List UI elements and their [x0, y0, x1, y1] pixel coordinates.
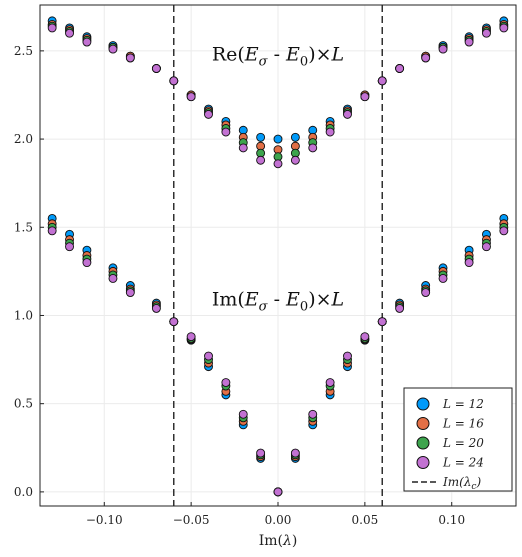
point-real: [108, 44, 118, 54]
point-real: [125, 53, 135, 63]
point-imag: [290, 448, 300, 458]
y-tick-label: 2.0: [14, 132, 33, 146]
point-imag: [108, 273, 118, 283]
point-imag: [238, 409, 248, 419]
point-real: [186, 92, 196, 102]
x-tick-label: 0.00: [265, 513, 292, 527]
legend-marker: [416, 417, 430, 430]
point-imag: [47, 226, 57, 236]
point-real: [221, 127, 231, 137]
legend-marker: [416, 397, 430, 411]
point-imag: [204, 351, 213, 361]
x-axis-label: Im(λ): [259, 533, 298, 549]
point-imag: [273, 487, 283, 497]
point-imag: [169, 317, 179, 327]
point-imag: [308, 409, 318, 419]
legend-label: L = 20: [442, 436, 484, 450]
point-imag: [395, 303, 405, 313]
legend: L = 12 L = 16 L = 20 L = 24 Im(λc): [403, 387, 513, 492]
point-real: [464, 37, 474, 47]
x-tick-label: 0.10: [438, 513, 465, 527]
point-real: [65, 28, 74, 38]
point-imag: [377, 317, 387, 327]
point-imag: [421, 288, 431, 297]
point-imag: [256, 448, 266, 458]
y-tick-label: 1.5: [14, 220, 33, 234]
point-imag: [221, 378, 231, 387]
point-real: [273, 134, 283, 144]
point-real: [273, 159, 283, 169]
annotation-real-part: Re(Eσ - E0)×L: [212, 43, 344, 69]
point-real: [256, 155, 266, 165]
point-imag: [343, 351, 352, 361]
x-tick-label: −0.05: [173, 513, 210, 527]
y-tick-label: 0.5: [14, 397, 33, 411]
legend-marker: [416, 436, 430, 450]
point-real: [47, 23, 57, 33]
legend-label-critical: Im(λc): [442, 475, 481, 492]
point-imag: [360, 332, 370, 342]
point-real: [499, 23, 509, 33]
point-real: [256, 132, 266, 142]
point-imag: [82, 258, 92, 268]
point-imag: [464, 258, 474, 268]
point-real: [151, 64, 161, 73]
critical-lines: [173, 5, 383, 506]
point-real: [360, 92, 370, 102]
point-imag: [125, 288, 135, 297]
point-real: [395, 64, 405, 73]
point-real: [204, 109, 213, 119]
point-real: [343, 109, 352, 119]
y-tick-label: 0.0: [14, 485, 33, 499]
point-imag: [499, 226, 509, 236]
point-real: [290, 132, 300, 142]
point-imag: [65, 242, 74, 252]
x-tick-label: 0.05: [352, 513, 379, 527]
point-real: [438, 44, 448, 54]
series-l-24: [47, 23, 509, 497]
annotation-imaginary-part: Im(Eσ - E0)×L: [212, 289, 344, 315]
legend-label: L = 12: [442, 397, 484, 411]
point-imag: [438, 273, 448, 283]
point-real: [325, 127, 335, 137]
point-imag: [325, 378, 335, 387]
point-imag: [186, 332, 196, 342]
point-real: [238, 143, 248, 153]
point-imag: [151, 303, 161, 313]
y-tick-label: 1.0: [14, 308, 33, 322]
point-real: [482, 28, 491, 38]
point-real: [421, 53, 431, 63]
point-imag: [482, 242, 491, 252]
point-real: [169, 76, 179, 86]
y-tick-label: 2.5: [14, 44, 33, 58]
point-real: [377, 76, 387, 86]
axis-ticks: −0.10 −0.05 0.00 0.05 0.10 0.0 0.5 1.0 1.5 2.0 2.5: [14, 44, 465, 527]
point-real: [82, 37, 92, 47]
legend-marker: [416, 456, 430, 469]
point-real: [290, 155, 300, 165]
data-points: [47, 16, 509, 497]
legend-label: L = 16: [442, 417, 484, 431]
x-tick-label: −0.10: [86, 513, 123, 527]
legend-label: L = 24: [442, 456, 484, 470]
point-real: [308, 143, 318, 153]
